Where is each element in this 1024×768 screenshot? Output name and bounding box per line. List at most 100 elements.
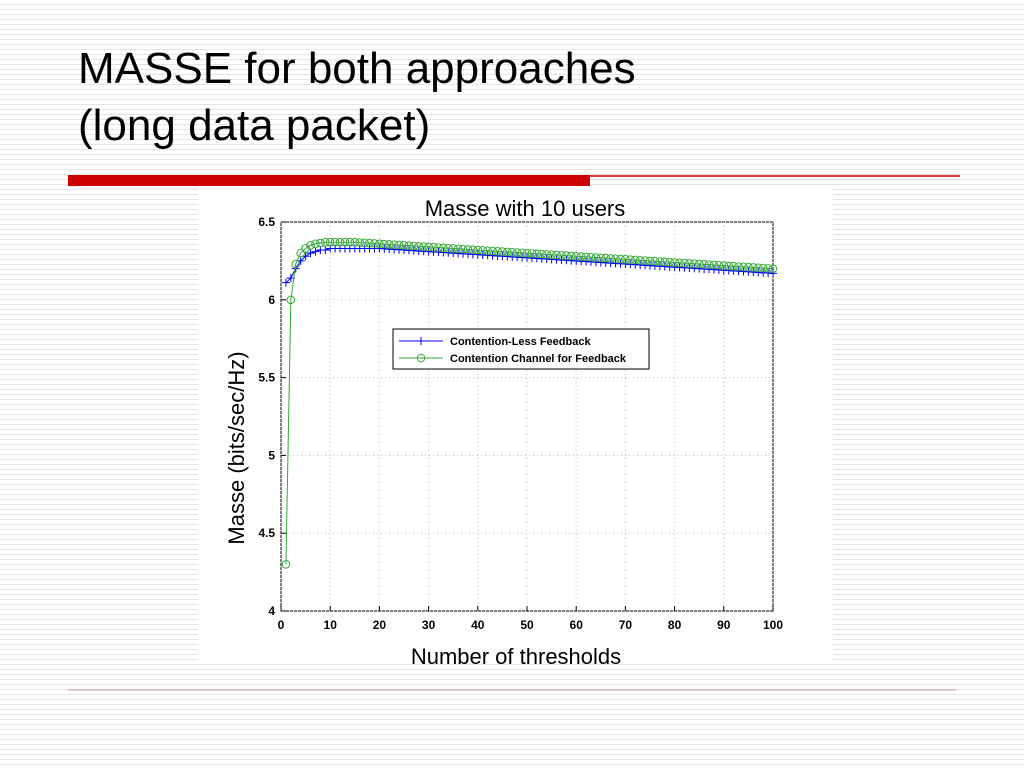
data-point [360, 238, 369, 248]
data-point [281, 278, 290, 287]
data-point [286, 295, 296, 305]
data-point [758, 263, 768, 273]
data-point [685, 259, 694, 268]
data-point [434, 243, 443, 252]
x-tick-label: 100 [763, 618, 783, 632]
data-point [670, 258, 679, 267]
data-point [311, 247, 320, 256]
data-point [542, 250, 551, 259]
y-axis-label: Masse (bits/sec/Hz) [224, 351, 249, 544]
data-point [380, 239, 389, 249]
data-point [522, 248, 532, 258]
data-point [281, 560, 291, 569]
data-point [517, 248, 527, 258]
data-point [768, 264, 778, 273]
data-point [729, 261, 738, 271]
y-tick-label: 6.5 [258, 215, 275, 229]
y-tick-label: 4.5 [258, 526, 275, 540]
data-point [429, 242, 438, 252]
title-line: MASSE for both approaches [78, 44, 636, 93]
data-point [650, 256, 660, 266]
data-point [709, 260, 719, 270]
y-tick-label: 5.5 [258, 371, 275, 385]
series-line [285, 241, 774, 565]
data-point [375, 239, 384, 249]
x-tick-label: 70 [619, 618, 633, 632]
x-tick-label: 20 [373, 618, 387, 632]
data-point [350, 237, 360, 247]
data-point [389, 240, 399, 250]
data-point [591, 253, 601, 262]
y-tick-label: 6 [268, 293, 275, 307]
data-point [562, 251, 571, 260]
data-point [635, 255, 645, 265]
data-point [621, 255, 630, 264]
x-tick-label: 10 [324, 618, 338, 632]
data-point [458, 244, 468, 254]
data-point [537, 249, 547, 259]
data-point [655, 257, 665, 266]
data-point [473, 245, 483, 255]
data-point [414, 241, 424, 251]
data-point [503, 247, 512, 257]
data-point [680, 258, 689, 268]
y-tick-label: 4 [268, 604, 275, 618]
data-point [453, 244, 463, 254]
data-point [601, 253, 611, 263]
data-point [468, 245, 478, 254]
data-point [311, 239, 320, 249]
data-point [301, 244, 310, 253]
data-point [507, 247, 517, 257]
data-point [320, 237, 330, 247]
data-point [749, 263, 758, 272]
x-tick-label: 80 [668, 618, 682, 632]
x-tick-label: 0 [278, 618, 285, 632]
x-tick-label: 60 [570, 618, 584, 632]
data-point [345, 237, 355, 247]
data-point [616, 254, 625, 264]
data-point [689, 259, 699, 269]
data-point [439, 243, 448, 253]
data-point [606, 254, 615, 263]
legend-label: Contention Channel for Feedback [450, 353, 627, 365]
x-tick-label: 40 [471, 618, 485, 632]
chart-title: Masse with 10 users [425, 196, 626, 221]
data-point [463, 245, 473, 254]
data-point [665, 257, 674, 267]
data-point [699, 260, 709, 269]
data-point [384, 240, 394, 249]
data-point [512, 248, 522, 257]
data-point [714, 260, 724, 270]
data-point [630, 255, 640, 265]
legend-marker [417, 337, 425, 345]
data-point [744, 262, 753, 272]
legend-marker [416, 353, 426, 363]
data-point [370, 239, 379, 248]
data-point [478, 246, 488, 255]
data-point [532, 249, 542, 259]
data-point [769, 269, 777, 278]
data-point [498, 247, 507, 256]
data-point [719, 261, 729, 270]
x-tick-label: 50 [520, 618, 534, 632]
data-point [365, 238, 374, 248]
data-point [335, 237, 345, 247]
data-point [566, 251, 576, 261]
data-point [483, 246, 492, 255]
data-point [424, 242, 433, 252]
data-point [552, 250, 561, 260]
y-tick-label: 5 [268, 448, 275, 462]
data-point [626, 255, 635, 264]
data-point [394, 240, 404, 250]
data-point [734, 262, 743, 271]
data-point [419, 242, 428, 251]
x-tick-label: 30 [422, 618, 436, 632]
data-point [547, 250, 556, 259]
data-point [296, 248, 305, 258]
data-point [291, 259, 301, 269]
data-point [330, 237, 340, 247]
data-point [399, 241, 409, 250]
legend-label: Contention-Less Feedback [450, 336, 591, 348]
